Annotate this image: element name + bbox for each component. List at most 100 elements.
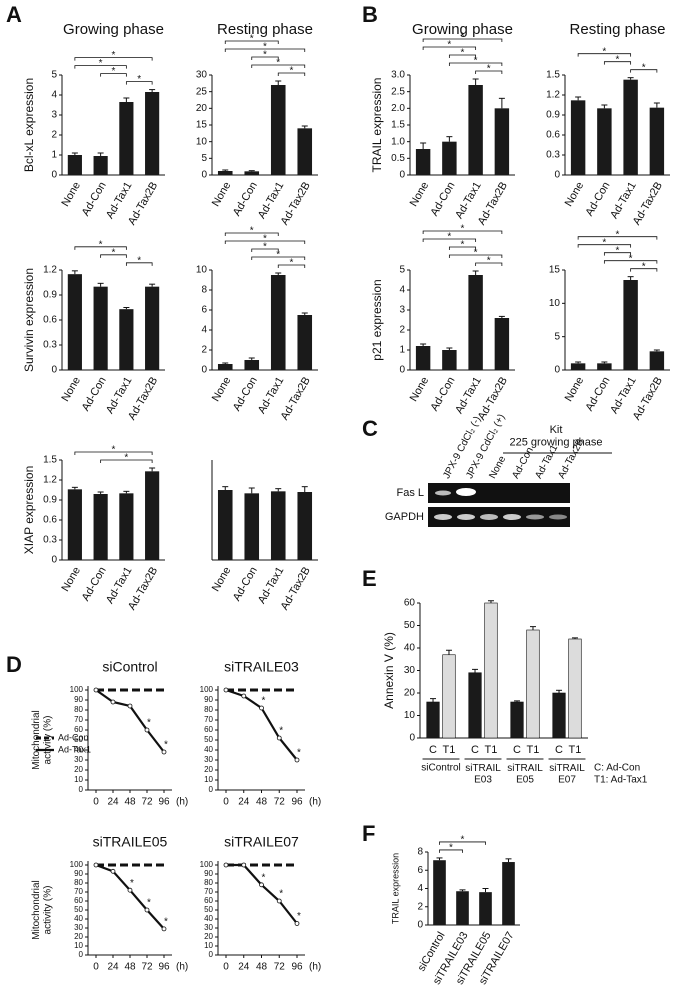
bar xyxy=(217,490,233,560)
bar xyxy=(570,100,586,175)
significance-label: * xyxy=(487,256,491,267)
y-tick-label: 70 xyxy=(74,887,83,896)
y-tick-label: 0 xyxy=(209,785,214,794)
legend-label: Ad-Con xyxy=(58,732,89,742)
bar xyxy=(217,171,233,175)
y-tick-label: 1.2 xyxy=(43,475,57,486)
y-tick-label: 10 xyxy=(196,136,208,147)
significance-label: * xyxy=(124,453,128,464)
line-series xyxy=(95,689,165,753)
significance-label: * xyxy=(99,58,103,69)
point xyxy=(110,699,116,705)
x-tick-label: 0 xyxy=(223,962,229,973)
significance-label: * xyxy=(263,42,267,53)
bar xyxy=(67,274,82,370)
bar xyxy=(145,286,160,370)
point xyxy=(93,862,99,868)
gel-band xyxy=(503,514,521,520)
y-tick-label: 1.2 xyxy=(43,265,57,276)
x-tick-label: 96 xyxy=(158,797,170,808)
y-tick-label: 70 xyxy=(204,715,213,724)
significance-bracket xyxy=(422,38,503,42)
significance-bracket xyxy=(577,53,632,57)
y-tick-label: 10 xyxy=(196,265,208,276)
point xyxy=(223,687,229,693)
gel-band xyxy=(526,514,544,520)
gel-strip xyxy=(428,507,570,527)
chart-title: Resting phase xyxy=(217,21,313,38)
x-tick-label: Ad-Con xyxy=(583,375,612,413)
gel-band xyxy=(434,514,452,520)
gel-band xyxy=(456,488,476,496)
y-tick-label: 90 xyxy=(74,695,83,704)
chart-title: Resting phase xyxy=(570,21,666,38)
bar xyxy=(297,128,313,175)
point xyxy=(144,727,150,733)
y-axis-label: XIAP expression xyxy=(22,466,36,555)
gel-band xyxy=(549,514,567,520)
y-tick-label: 10 xyxy=(204,941,213,950)
bar xyxy=(623,79,638,175)
y-tick-label: 60 xyxy=(204,725,213,734)
y-tick-label: 10 xyxy=(204,775,213,784)
bar xyxy=(442,350,457,370)
bar xyxy=(93,494,108,560)
bar xyxy=(649,107,665,175)
x-tick-label: None xyxy=(210,375,234,404)
x-tick-label: None xyxy=(563,180,587,209)
x-tick-label: Ad-Con xyxy=(428,180,457,218)
significance-label: * xyxy=(147,718,151,729)
bar xyxy=(93,286,108,370)
panel-label: F xyxy=(362,821,375,846)
x-tick-label: Ad-Con xyxy=(583,180,612,218)
y-tick-label: 10 xyxy=(404,710,416,721)
significance-label: * xyxy=(164,740,168,751)
y-tick-label: 0 xyxy=(209,950,214,959)
significance-bracket xyxy=(224,40,279,44)
y-tick-label: 3 xyxy=(51,110,57,121)
significance-bracket xyxy=(251,64,306,68)
significance-bracket xyxy=(74,57,153,61)
y-tick-label: 8 xyxy=(417,847,423,858)
bar xyxy=(484,602,498,739)
x-tick-label: 24 xyxy=(107,962,119,973)
y-tick-label: 20 xyxy=(74,932,83,941)
y-tick-label: 0.6 xyxy=(43,315,57,326)
bar xyxy=(570,363,586,370)
y-tick-label: 2 xyxy=(417,901,423,912)
significance-label: * xyxy=(474,248,478,259)
y-tick-label: 30 xyxy=(204,755,213,764)
x-tick-label: 48 xyxy=(124,797,136,808)
significance-label: * xyxy=(290,258,294,269)
y-tick-label: 30 xyxy=(204,923,213,932)
significance-label: * xyxy=(642,62,646,73)
bar xyxy=(494,108,510,175)
x-tick-label: 0 xyxy=(93,962,99,973)
significance-label: * xyxy=(297,748,301,759)
significance-label: * xyxy=(263,234,267,245)
x-tick-label: 96 xyxy=(291,797,303,808)
significance-label: * xyxy=(461,32,465,43)
x-tick-label: 72 xyxy=(274,962,286,973)
significance-bracket xyxy=(74,246,127,250)
y-tick-label: 0 xyxy=(201,365,207,376)
significance-bracket xyxy=(251,256,306,260)
significance-label: * xyxy=(262,872,266,883)
chart-title: siTRAILE03 xyxy=(224,659,299,675)
bar xyxy=(270,275,286,370)
y-tick-label: 0.3 xyxy=(43,340,57,351)
y-tick-label: 0 xyxy=(399,365,405,376)
significance-label: * xyxy=(297,911,301,922)
y-axis-label: Annexin V (%) xyxy=(382,632,396,709)
significance-bracket xyxy=(439,849,463,853)
y-tick-label: 15 xyxy=(549,265,561,276)
panel-label: B xyxy=(362,2,378,27)
bar xyxy=(67,155,82,175)
y-tick-label: 40 xyxy=(204,745,213,754)
series-label: T1 xyxy=(443,744,456,756)
y-axis-label: Mitochondrialactivity (%) xyxy=(31,710,54,769)
y-tick-label: 0 xyxy=(409,733,415,744)
significance-label: * xyxy=(461,48,465,59)
y-axis-label: Mitochondrialactivity (%) xyxy=(31,880,54,939)
